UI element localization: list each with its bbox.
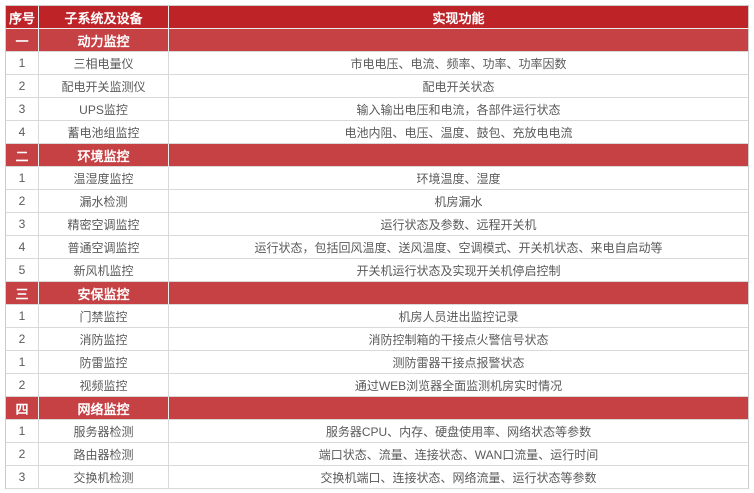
- section-index-cell: 一: [6, 29, 39, 52]
- subsystem-cell: 配电开关监测仪: [39, 75, 169, 98]
- subsystem-cell: 新风机监控: [39, 259, 169, 282]
- subsystem-cell: 门禁监控: [39, 305, 169, 328]
- function-cell: 消防控制箱的干接点火警信号状态: [169, 328, 749, 351]
- subsystem-cell: 视频监控: [39, 374, 169, 397]
- table-row: 2 视频监控 通过WEB浏览器全面监测机房实时情况: [6, 374, 749, 397]
- row-index-cell: 4: [6, 236, 39, 259]
- section-title-cell: 动力监控: [39, 29, 169, 52]
- section-row: 四网络监控: [6, 397, 749, 420]
- function-cell: 输入输出电压和电流，各部件运行状态: [169, 98, 749, 121]
- section-title-cell: 环境监控: [39, 144, 169, 167]
- subsystem-cell: 消防监控: [39, 328, 169, 351]
- function-cell: 机房漏水: [169, 190, 749, 213]
- table-row: 1 温湿度监控 环境温度、湿度: [6, 167, 749, 190]
- table-row: 2 消防监控 消防控制箱的干接点火警信号状态: [6, 328, 749, 351]
- section-title-cell: 网络监控: [39, 397, 169, 420]
- row-index-cell: 1: [6, 167, 39, 190]
- column-header-index: 序号: [6, 6, 39, 29]
- table-row: 1 三相电量仪 市电电压、电流、频率、功率、功率因数: [6, 52, 749, 75]
- table-row: 3 精密空调监控 运行状态及参数、远程开关机: [6, 213, 749, 236]
- function-cell: 交换机端口、连接状态、网络流量、运行状态等参数: [169, 466, 749, 489]
- subsystem-cell: UPS监控: [39, 98, 169, 121]
- subsystem-cell: 三相电量仪: [39, 52, 169, 75]
- row-index-cell: 4: [6, 121, 39, 144]
- column-header-function: 实现功能: [169, 6, 749, 29]
- table-row: 3 UPS监控 输入输出电压和电流，各部件运行状态: [6, 98, 749, 121]
- table-row: 5 新风机监控 开关机运行状态及实现开关机停启控制: [6, 259, 749, 282]
- subsystem-cell: 温湿度监控: [39, 167, 169, 190]
- column-header-subsystem: 子系统及设备: [39, 6, 169, 29]
- subsystem-cell: 普通空调监控: [39, 236, 169, 259]
- section-function-cell: [169, 144, 749, 167]
- table-row: 2 路由器检测 端口状态、流量、连接状态、WAN口流量、运行时间: [6, 443, 749, 466]
- table-row: 3 交换机检测 交换机端口、连接状态、网络流量、运行状态等参数: [6, 466, 749, 489]
- subsystem-cell: 漏水检测: [39, 190, 169, 213]
- subsystem-cell: 蓄电池组监控: [39, 121, 169, 144]
- row-index-cell: 1: [6, 351, 39, 374]
- subsystem-cell: 防雷监控: [39, 351, 169, 374]
- function-cell: 环境温度、湿度: [169, 167, 749, 190]
- table-row: 4 普通空调监控 运行状态，包括回风温度、送风温度、空调模式、开关机状态、来电自启动…: [6, 236, 749, 259]
- subsystem-cell: 服务器检测: [39, 420, 169, 443]
- function-cell: 服务器CPU、内存、硬盘使用率、网络状态等参数: [169, 420, 749, 443]
- row-index-cell: 1: [6, 52, 39, 75]
- section-function-cell: [169, 29, 749, 52]
- row-index-cell: 2: [6, 374, 39, 397]
- section-index-cell: 三: [6, 282, 39, 305]
- row-index-cell: 3: [6, 213, 39, 236]
- function-cell: 运行状态，包括回风温度、送风温度、空调模式、开关机状态、来电自启动等: [169, 236, 749, 259]
- section-row: 二环境监控: [6, 144, 749, 167]
- header-row: 序号 子系统及设备 实现功能: [6, 6, 749, 29]
- row-index-cell: 2: [6, 75, 39, 98]
- function-cell: 配电开关状态: [169, 75, 749, 98]
- function-cell: 机房人员进出监控记录: [169, 305, 749, 328]
- table-row: 2 漏水检测 机房漏水: [6, 190, 749, 213]
- subsystem-cell: 路由器检测: [39, 443, 169, 466]
- row-index-cell: 2: [6, 328, 39, 351]
- row-index-cell: 3: [6, 466, 39, 489]
- table-row: 1 防雷监控 测防雷器干接点报警状态: [6, 351, 749, 374]
- row-index-cell: 1: [6, 420, 39, 443]
- function-cell: 运行状态及参数、远程开关机: [169, 213, 749, 236]
- function-cell: 开关机运行状态及实现开关机停启控制: [169, 259, 749, 282]
- section-function-cell: [169, 397, 749, 420]
- subsystem-cell: 交换机检测: [39, 466, 169, 489]
- table-row: 4 蓄电池组监控 电池内阻、电压、温度、鼓包、充放电电流: [6, 121, 749, 144]
- section-title-cell: 安保监控: [39, 282, 169, 305]
- section-index-cell: 四: [6, 397, 39, 420]
- section-row: 一动力监控: [6, 29, 749, 52]
- table-row: 1 门禁监控 机房人员进出监控记录: [6, 305, 749, 328]
- row-index-cell: 3: [6, 98, 39, 121]
- section-row: 三安保监控: [6, 282, 749, 305]
- table-row: 2 配电开关监测仪 配电开关状态: [6, 75, 749, 98]
- subsystem-cell: 精密空调监控: [39, 213, 169, 236]
- function-cell: 测防雷器干接点报警状态: [169, 351, 749, 374]
- row-index-cell: 1: [6, 305, 39, 328]
- section-index-cell: 二: [6, 144, 39, 167]
- page: 序号 子系统及设备 实现功能 一动力监控 1 三相电量仪 市电电压、电流、频率、功率、…: [5, 5, 749, 489]
- table-row: 1 服务器检测 服务器CPU、内存、硬盘使用率、网络状态等参数: [6, 420, 749, 443]
- function-cell: 端口状态、流量、连接状态、WAN口流量、运行时间: [169, 443, 749, 466]
- row-index-cell: 2: [6, 443, 39, 466]
- function-cell: 电池内阻、电压、温度、鼓包、充放电电流: [169, 121, 749, 144]
- function-cell: 市电电压、电流、频率、功率、功率因数: [169, 52, 749, 75]
- table-body: 一动力监控 1 三相电量仪 市电电压、电流、频率、功率、功率因数 2 配电开关监测仪 配电开…: [6, 29, 749, 489]
- section-function-cell: [169, 282, 749, 305]
- monitoring-table: 序号 子系统及设备 实现功能 一动力监控 1 三相电量仪 市电电压、电流、频率、功率、…: [5, 5, 749, 489]
- row-index-cell: 2: [6, 190, 39, 213]
- function-cell: 通过WEB浏览器全面监测机房实时情况: [169, 374, 749, 397]
- row-index-cell: 5: [6, 259, 39, 282]
